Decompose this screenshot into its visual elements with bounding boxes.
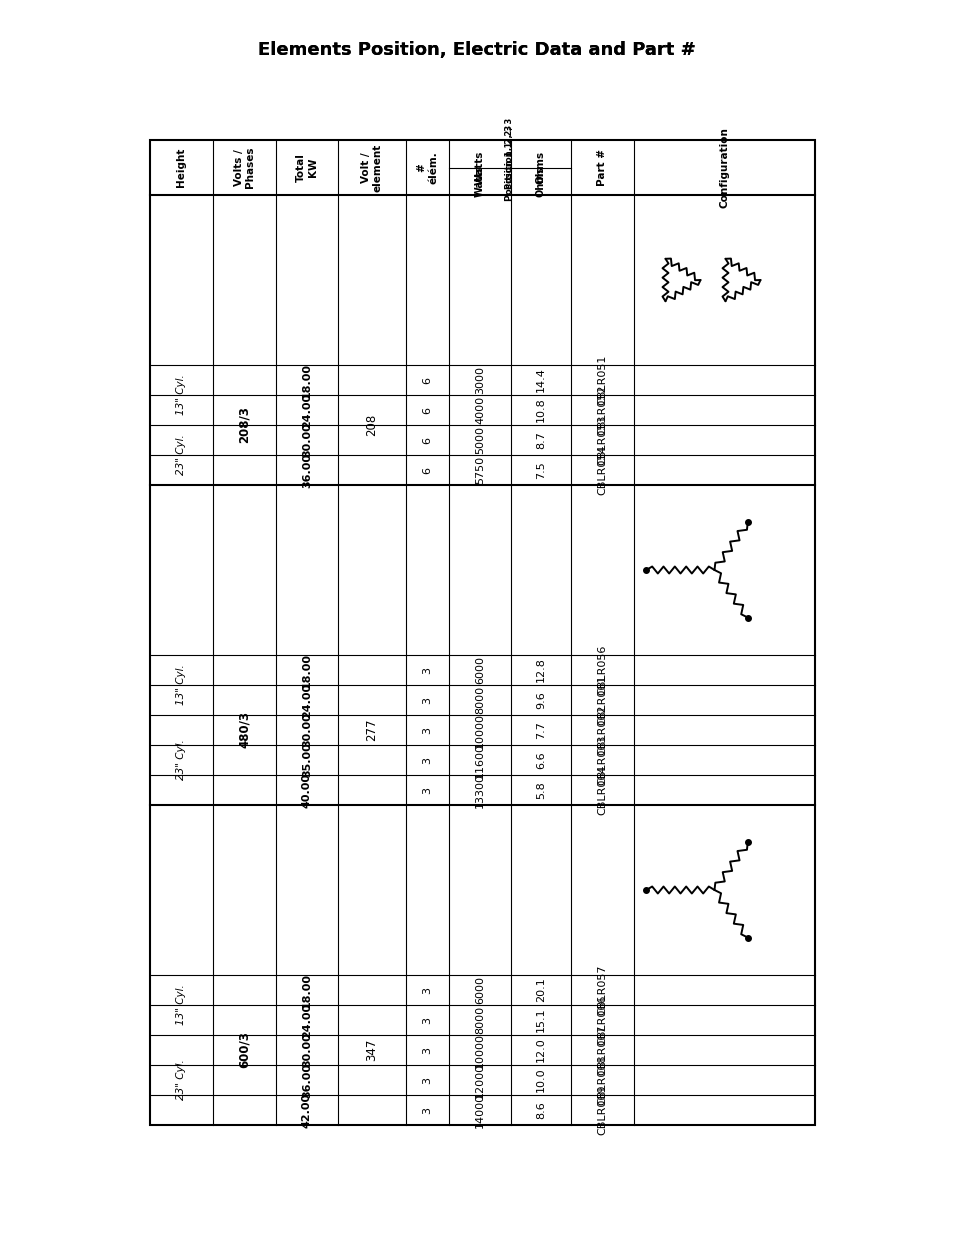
Text: 20.1: 20.1 (536, 978, 545, 1003)
Text: 35.00: 35.00 (302, 742, 312, 777)
Text: 8000: 8000 (475, 1007, 484, 1034)
Text: 23" Cyl.: 23" Cyl. (176, 740, 186, 781)
Text: 277: 277 (365, 719, 378, 741)
Text: 13" Cyl.: 13" Cyl. (176, 984, 186, 1025)
Text: 14.4: 14.4 (536, 368, 545, 393)
Text: 11600: 11600 (475, 742, 484, 778)
Text: CBLR052: CBLR052 (597, 385, 607, 435)
Text: 40.00: 40.00 (302, 773, 312, 808)
Text: 4000: 4000 (475, 396, 484, 424)
Text: CBLR053: CBLR053 (597, 415, 607, 466)
Text: 24.00: 24.00 (302, 683, 312, 718)
Text: 6: 6 (422, 377, 432, 384)
Text: 3000: 3000 (475, 366, 484, 394)
Text: Volt /
element: Volt / element (361, 143, 382, 191)
Text: CBLR068: CBLR068 (597, 1055, 607, 1105)
Text: 12000: 12000 (475, 1062, 484, 1098)
Text: 8000: 8000 (475, 685, 484, 714)
Text: 10.8: 10.8 (536, 398, 545, 422)
Text: 23" Cyl.: 23" Cyl. (176, 1060, 186, 1100)
Text: 5.8: 5.8 (536, 781, 545, 799)
Text: Elements Position, Electric Data and Part #: Elements Position, Electric Data and Par… (258, 41, 695, 59)
Text: CBLR057: CBLR057 (597, 965, 607, 1015)
Text: 13" Cyl.: 13" Cyl. (176, 664, 186, 705)
Text: 7.5: 7.5 (536, 461, 545, 479)
Text: 3: 3 (422, 757, 432, 763)
Text: 18.00: 18.00 (302, 652, 312, 688)
Text: 5750: 5750 (475, 456, 484, 484)
Text: #
élém.: # élém. (416, 151, 437, 184)
Text: Volts /
Phases: Volts / Phases (233, 147, 255, 188)
Text: 480/3: 480/3 (237, 711, 251, 748)
Text: Configuration: Configuration (719, 127, 729, 207)
Text: 6: 6 (422, 467, 432, 473)
Text: CBLR069: CBLR069 (597, 1084, 607, 1135)
Text: 18.00: 18.00 (302, 363, 312, 398)
Text: 6: 6 (422, 406, 432, 414)
Text: CBLR054: CBLR054 (597, 445, 607, 495)
Text: 23" Cyl.: 23" Cyl. (176, 435, 186, 475)
Text: 8.6: 8.6 (536, 1102, 545, 1119)
Text: 24.00: 24.00 (302, 393, 312, 427)
Text: 3: 3 (422, 1107, 432, 1114)
Text: CBLR066: CBLR066 (597, 995, 607, 1045)
Text: CBLR067: CBLR067 (597, 1025, 607, 1076)
Text: 8.7: 8.7 (536, 431, 545, 450)
Text: Position 1, 2, 3: Position 1, 2, 3 (505, 125, 514, 200)
Text: 6: 6 (422, 436, 432, 443)
Text: Height: Height (176, 148, 186, 188)
Text: 6000: 6000 (475, 656, 484, 684)
Text: 3: 3 (422, 1077, 432, 1083)
Text: 208/3: 208/3 (237, 406, 251, 443)
Text: 7.7: 7.7 (536, 721, 545, 739)
Text: 36.00: 36.00 (302, 452, 312, 488)
Text: Position 1, 2, 3: Position 1, 2, 3 (505, 119, 514, 189)
Text: 3: 3 (422, 667, 432, 673)
Bar (150, 140, 814, 1125)
Text: 6000: 6000 (475, 976, 484, 1004)
Text: 10000: 10000 (475, 713, 484, 747)
Text: Watts: Watts (475, 151, 484, 185)
Text: CBLR062: CBLR062 (597, 705, 607, 756)
Text: 13300: 13300 (475, 773, 484, 808)
Text: CBLR063: CBLR063 (597, 735, 607, 785)
Text: 3: 3 (422, 987, 432, 993)
Text: 3: 3 (422, 697, 432, 704)
Text: 15.1: 15.1 (536, 1008, 545, 1032)
Text: CBLR056: CBLR056 (597, 645, 607, 695)
Text: Watts: Watts (475, 165, 484, 198)
Text: 30.00: 30.00 (302, 1032, 312, 1067)
Text: 600/3: 600/3 (237, 1031, 251, 1068)
Text: Total
KW: Total KW (295, 153, 317, 182)
Text: CBLR051: CBLR051 (597, 354, 607, 405)
Text: 13" Cyl.: 13" Cyl. (176, 374, 186, 415)
Text: 10000: 10000 (475, 1032, 484, 1067)
Text: CBLR061: CBLR061 (597, 674, 607, 725)
Text: Part #: Part # (597, 149, 607, 186)
Text: 36.00: 36.00 (302, 1062, 312, 1098)
Text: 3: 3 (422, 1046, 432, 1053)
Text: Ohms: Ohms (536, 151, 545, 184)
Text: 347: 347 (365, 1039, 378, 1061)
Text: 24.00: 24.00 (302, 1003, 312, 1037)
Text: CBLR064: CBLR064 (597, 764, 607, 815)
Text: 208: 208 (365, 414, 378, 436)
Text: 42.00: 42.00 (302, 1093, 312, 1128)
Text: Elements Position, Electric Data and Part #: Elements Position, Electric Data and Par… (258, 41, 695, 59)
Text: Ohms: Ohms (536, 165, 545, 196)
Text: 3: 3 (422, 726, 432, 734)
Text: 30.00: 30.00 (302, 422, 312, 457)
Text: 18.00: 18.00 (302, 972, 312, 1008)
Text: 3: 3 (422, 1016, 432, 1024)
Text: 5000: 5000 (475, 426, 484, 454)
Text: 12.8: 12.8 (536, 657, 545, 683)
Text: 30.00: 30.00 (302, 713, 312, 747)
Text: 10.0: 10.0 (536, 1068, 545, 1092)
Text: 6.6: 6.6 (536, 751, 545, 769)
Text: 3: 3 (422, 787, 432, 794)
Text: 14000: 14000 (475, 1093, 484, 1128)
Text: 12.0: 12.0 (536, 1037, 545, 1062)
Text: 9.6: 9.6 (536, 692, 545, 709)
